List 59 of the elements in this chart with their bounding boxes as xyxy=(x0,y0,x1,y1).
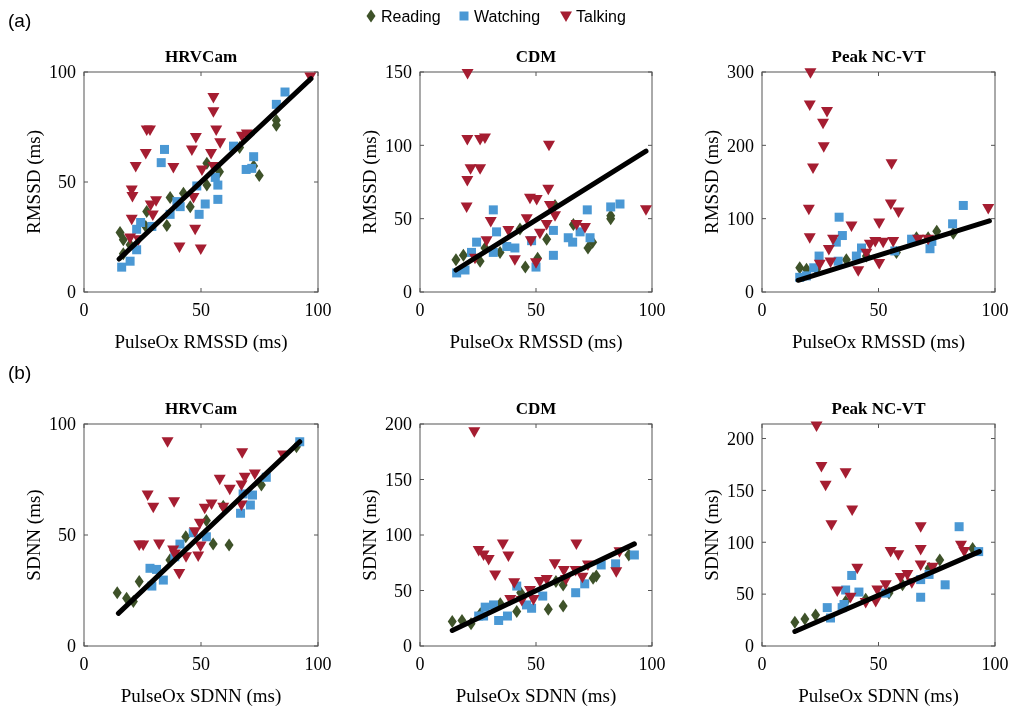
y-tick-label: 150 xyxy=(385,62,412,83)
x-axis-title: PulseOx RMSSD (ms) xyxy=(791,331,966,353)
x-axis-title: PulseOx RMSSD (ms) xyxy=(449,331,623,353)
chart-title: CDM xyxy=(515,47,557,66)
x-tick-label: 100 xyxy=(638,654,666,674)
y-tick-label: 200 xyxy=(727,135,754,156)
y-axis-title: RMSSD (ms) xyxy=(23,130,45,234)
y-axis-title: SDNN (ms) xyxy=(701,489,723,581)
x-tick-label: 50 xyxy=(527,654,545,674)
x-tick-label: 50 xyxy=(869,300,888,320)
x-axis-title: PulseOx SDNN (ms) xyxy=(120,685,282,707)
legend-label: Talking xyxy=(576,7,626,25)
y-tick-label: 0 xyxy=(745,282,754,303)
y-axis-title: RMSSD (ms) xyxy=(359,130,381,234)
y-axis-title: SDNN (ms) xyxy=(23,489,45,581)
x-tick-label: 100 xyxy=(981,654,1009,674)
text: (b) xyxy=(8,362,32,383)
y-tick-label: 50 xyxy=(58,525,76,546)
chart-title: Peak NC-VT xyxy=(831,47,927,66)
y-tick-label: 50 xyxy=(58,172,76,193)
x-tick-label: 100 xyxy=(304,300,332,320)
x-tick-label: 50 xyxy=(869,654,888,674)
y-tick-label: 200 xyxy=(385,414,412,435)
y-tick-label: 300 xyxy=(727,62,754,83)
y-tick-label: 100 xyxy=(49,62,76,83)
legend-label: Watching xyxy=(474,7,541,25)
x-tick-label: 100 xyxy=(981,300,1009,320)
y-tick-label: 50 xyxy=(394,580,412,601)
y-tick-label: 100 xyxy=(385,135,412,156)
chart-title: Peak NC-VT xyxy=(831,399,927,418)
y-tick-label: 200 xyxy=(727,428,754,449)
y-tick-label: 0 xyxy=(745,636,754,657)
y-tick-label: 100 xyxy=(385,525,412,546)
y-axis-title: RMSSD (ms) xyxy=(701,130,723,234)
legend-label: Reading xyxy=(381,7,441,25)
chart-title: HRVCam xyxy=(164,47,238,66)
x-tick-label: 50 xyxy=(527,300,545,320)
y-tick-label: 100 xyxy=(49,414,76,435)
y-tick-label: 0 xyxy=(403,282,412,303)
x-axis-title: PulseOx SDNN (ms) xyxy=(798,685,959,707)
text: (a) xyxy=(8,10,32,31)
y-tick-label: 50 xyxy=(736,584,754,605)
chart-title: CDM xyxy=(515,399,557,418)
x-tick-label: 100 xyxy=(638,300,666,320)
y-tick-label: 150 xyxy=(385,469,412,490)
x-axis-title: PulseOx RMSSD (ms) xyxy=(114,331,288,353)
y-tick-label: 100 xyxy=(727,208,754,229)
y-tick-label: 50 xyxy=(394,208,412,229)
chart-title: HRVCam xyxy=(164,399,238,418)
x-axis-title: PulseOx SDNN (ms) xyxy=(455,685,617,707)
y-axis-title: SDNN (ms) xyxy=(359,489,381,581)
y-tick-label: 100 xyxy=(727,532,754,553)
y-tick-label: 0 xyxy=(67,636,76,657)
y-tick-label: 150 xyxy=(727,480,754,501)
y-tick-label: 0 xyxy=(403,636,412,657)
x-tick-label: 50 xyxy=(192,654,210,674)
x-tick-label: 100 xyxy=(304,654,332,674)
y-tick-label: 0 xyxy=(67,282,76,303)
x-tick-label: 50 xyxy=(192,300,210,320)
